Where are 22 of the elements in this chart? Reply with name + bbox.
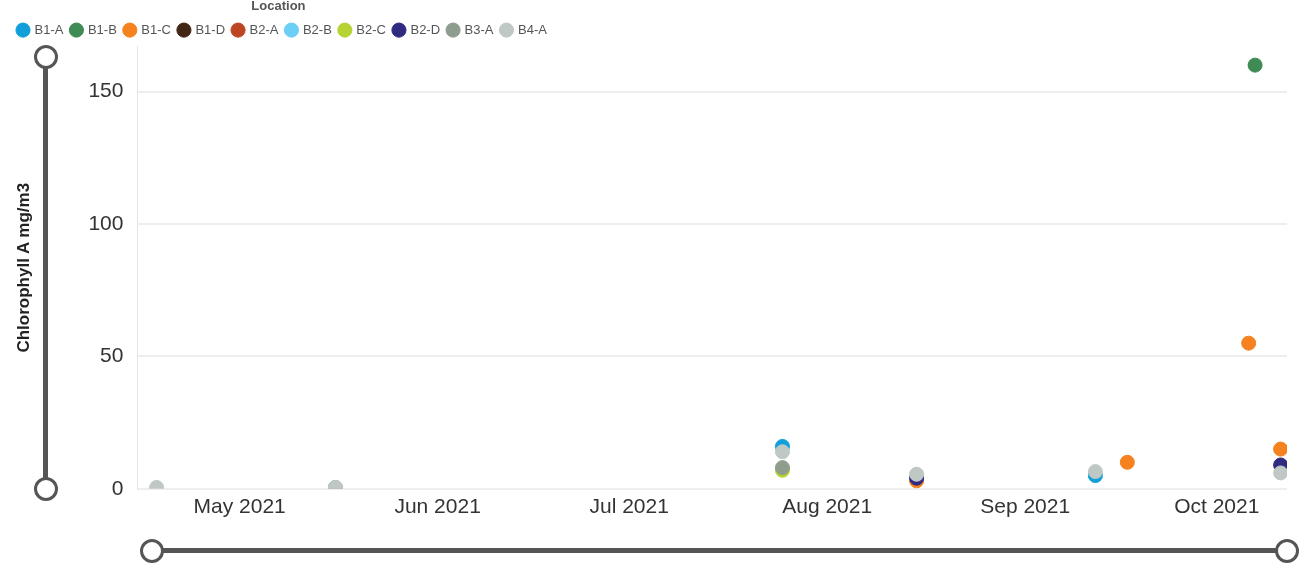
legend-label: B2-D (410, 21, 441, 37)
x-tick-label: Jul 2021 (589, 494, 669, 518)
legend-label: B1-C (141, 21, 171, 37)
y-tick-label: 100 (88, 210, 124, 234)
legend-label: B2-C (356, 21, 386, 37)
x-tick-label: May 2021 (193, 494, 286, 518)
x-tick-label: Sep 2021 (980, 494, 1071, 518)
legend-title: Location (251, 0, 306, 14)
x-tick-label: Aug 2021 (782, 494, 873, 518)
legend-label: B1-A (34, 21, 64, 37)
y-tick-label: 150 (88, 78, 124, 102)
y-tick-label: 0 (111, 475, 124, 499)
legend-label: B1-B (87, 21, 117, 37)
legend-label: B2-B (302, 21, 332, 37)
x-tick-label: Jun 2021 (394, 494, 481, 518)
y-tick-label: 50 (100, 343, 124, 367)
y-axis-title: Chlorophyll A mg/m3 (13, 182, 33, 353)
legend-label: B1-D (195, 21, 226, 37)
legend-label: B3-A (464, 21, 494, 37)
x-tick-label: Oct 2021 (1174, 494, 1260, 518)
legend-label: B4-A (517, 21, 548, 37)
legend-label: B2-A (249, 21, 279, 37)
